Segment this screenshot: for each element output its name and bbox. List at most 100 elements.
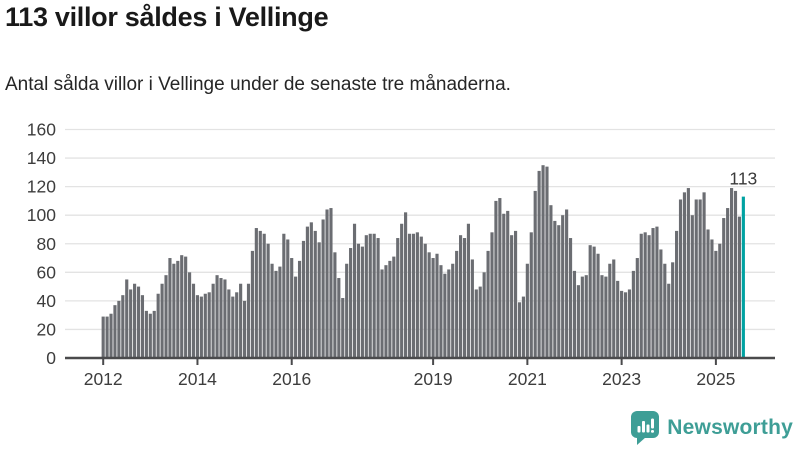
bar bbox=[631, 270, 635, 358]
bar bbox=[620, 290, 624, 358]
bar bbox=[608, 263, 612, 358]
x-tick-label: 2019 bbox=[414, 369, 453, 389]
x-tick-label: 2012 bbox=[84, 369, 123, 389]
chart-subtitle: Antal sålda villor i Vellinge under de s… bbox=[5, 74, 511, 95]
bar bbox=[482, 272, 486, 358]
bar bbox=[388, 260, 392, 358]
bar bbox=[423, 243, 427, 358]
bar bbox=[258, 230, 262, 358]
bar bbox=[466, 223, 471, 358]
bar bbox=[506, 210, 510, 358]
bar bbox=[604, 276, 608, 358]
bar bbox=[309, 222, 313, 358]
bar bbox=[533, 190, 537, 358]
bar bbox=[199, 296, 203, 358]
bar bbox=[431, 258, 435, 358]
bar bbox=[191, 283, 196, 358]
bar bbox=[639, 233, 643, 358]
bar bbox=[737, 216, 742, 358]
bar bbox=[600, 275, 604, 358]
bar bbox=[659, 249, 663, 358]
bar bbox=[160, 283, 164, 358]
bar bbox=[730, 188, 734, 358]
bar bbox=[250, 250, 254, 358]
bar bbox=[176, 260, 180, 358]
bar bbox=[439, 265, 443, 358]
bar bbox=[513, 230, 518, 358]
bar bbox=[722, 218, 726, 358]
bar bbox=[270, 263, 274, 358]
bar bbox=[698, 199, 702, 358]
bar bbox=[557, 225, 561, 358]
bar bbox=[400, 223, 404, 358]
bar bbox=[576, 285, 580, 358]
bar bbox=[407, 233, 412, 358]
bar bbox=[345, 263, 349, 358]
bar bbox=[478, 286, 482, 358]
bar bbox=[188, 272, 192, 358]
bar bbox=[521, 296, 525, 358]
bar bbox=[596, 253, 600, 358]
bar-chart: 0 20 40 60 80 100 120 140 160 2012 2014 2016 2019 202… bbox=[0, 110, 800, 410]
bar bbox=[184, 256, 188, 358]
bar bbox=[510, 235, 514, 358]
bar bbox=[671, 262, 675, 358]
bar bbox=[164, 275, 168, 358]
bar bbox=[714, 250, 718, 358]
bar bbox=[627, 289, 632, 358]
bar bbox=[470, 259, 474, 358]
bar bbox=[502, 213, 506, 358]
bar bbox=[651, 228, 655, 358]
bar bbox=[415, 232, 419, 358]
bar bbox=[690, 215, 694, 358]
bar bbox=[278, 266, 282, 358]
bar bbox=[227, 289, 231, 358]
bar bbox=[443, 273, 447, 358]
y-tick-label: 160 bbox=[27, 120, 56, 140]
bar bbox=[231, 296, 235, 358]
y-tick-label: 140 bbox=[27, 148, 56, 168]
bar bbox=[207, 292, 211, 358]
bar bbox=[290, 258, 294, 358]
bar bbox=[459, 235, 463, 358]
bar bbox=[616, 280, 620, 358]
bar bbox=[494, 200, 498, 358]
bar bbox=[113, 305, 117, 358]
bar bbox=[266, 243, 270, 358]
bar bbox=[545, 166, 549, 358]
bar bbox=[474, 289, 478, 358]
x-tick-label: 2025 bbox=[696, 369, 735, 389]
bar bbox=[364, 235, 368, 358]
bar bbox=[101, 316, 105, 358]
bar bbox=[537, 170, 541, 358]
bar bbox=[325, 209, 329, 358]
bar bbox=[490, 232, 494, 358]
bar bbox=[404, 212, 408, 358]
bar bbox=[242, 300, 247, 358]
bar bbox=[655, 226, 659, 358]
bar bbox=[561, 215, 565, 358]
x-tick-label: 2016 bbox=[272, 369, 311, 389]
newsworthy-logo-icon bbox=[631, 411, 660, 445]
y-tick-label: 60 bbox=[37, 262, 57, 282]
bar bbox=[733, 190, 738, 358]
bar bbox=[612, 259, 616, 358]
bar bbox=[678, 199, 683, 358]
bar bbox=[144, 310, 148, 358]
bar bbox=[235, 292, 239, 358]
y-tick-label: 80 bbox=[37, 234, 57, 254]
y-tick-label: 40 bbox=[37, 291, 57, 311]
bar bbox=[702, 192, 706, 358]
bar bbox=[372, 233, 376, 358]
page-title: 113 villor såldes i Vellinge bbox=[5, 2, 329, 32]
bar bbox=[682, 192, 687, 358]
bar bbox=[195, 295, 200, 358]
bar bbox=[262, 233, 266, 358]
highlight-bar bbox=[741, 196, 745, 358]
bar bbox=[356, 243, 361, 358]
bar bbox=[180, 255, 184, 358]
bar bbox=[223, 279, 227, 358]
chart-canvas: 0 20 40 60 80 100 120 140 160 2012 2014 2016 2019 202… bbox=[27, 120, 775, 389]
bar bbox=[726, 208, 730, 358]
bar bbox=[294, 276, 298, 358]
